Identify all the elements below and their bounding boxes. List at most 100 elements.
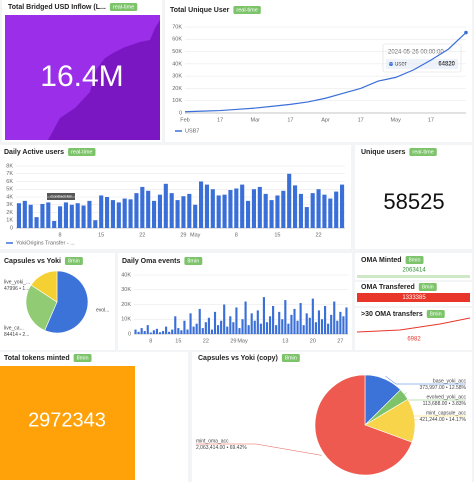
bar (28, 204, 33, 228)
badge-label: 8min (77, 355, 89, 361)
x-tick-label: 22 (203, 338, 209, 344)
bar (199, 181, 204, 228)
bar (40, 203, 45, 228)
y-tick-label: 50K (172, 49, 182, 55)
bar (302, 325, 305, 334)
stat-value: 6982 (407, 337, 421, 343)
bar (317, 310, 321, 334)
slice-label: live_ca... (4, 325, 24, 331)
x-tick-label: Mar (251, 117, 261, 123)
bar (75, 203, 80, 228)
bar (157, 194, 162, 228)
bar (193, 204, 198, 228)
bar (58, 206, 63, 228)
x-tick-label: 29 (180, 232, 186, 238)
bar (204, 184, 209, 228)
badge (426, 310, 445, 318)
slice-value-label: 47996 • 1... (4, 286, 29, 292)
stat-bar (357, 293, 470, 302)
bar (52, 221, 57, 228)
bar (158, 332, 162, 334)
panel-title: Daily Oma events (122, 258, 180, 265)
y-tick-label: 70K (172, 24, 182, 30)
bar (263, 193, 268, 228)
badge-label: 8min (187, 258, 199, 264)
badge (64, 257, 83, 265)
x-tick-label: Feb (180, 117, 189, 123)
x-tick-label: 13 (282, 338, 288, 344)
bar (201, 328, 204, 334)
x-tick-label: May (391, 117, 402, 123)
bar (290, 314, 293, 334)
stat-tile (0, 366, 135, 480)
bar (238, 328, 241, 334)
x-tick-label: 8 (235, 232, 238, 238)
bar (204, 322, 207, 334)
bar (235, 307, 238, 334)
panel-title: Total Unique User (170, 7, 230, 14)
slice-value-label: 373,997.00 • 12.58% (419, 385, 466, 391)
panel (355, 145, 472, 249)
bar (177, 328, 180, 334)
legend-label: YokiOrigins Transfer - ... (16, 240, 75, 246)
bar (246, 200, 251, 228)
slice-value-label: 2,063,414.00 • 69.42% (196, 445, 247, 451)
slice-label: mint_oma_acc (196, 438, 229, 444)
bar (336, 320, 339, 334)
y-tick-label: 0 (179, 110, 182, 116)
bar (137, 331, 140, 334)
badge (73, 354, 92, 362)
bar (281, 190, 286, 228)
bar (275, 195, 280, 228)
bar (272, 305, 275, 334)
badge (109, 3, 138, 11)
bar (105, 197, 110, 228)
badge-label: real-time (236, 7, 257, 13)
bar (269, 200, 274, 228)
y-tick-label: 20K (121, 302, 131, 308)
bar (293, 308, 296, 334)
y-tick-label: 60K (172, 37, 182, 43)
x-tick-label: May (190, 232, 201, 238)
bar (169, 193, 174, 228)
line (184, 32, 467, 113)
bar (186, 329, 189, 334)
bar (210, 329, 214, 334)
stat-value: 1333385 (402, 295, 426, 301)
bar (146, 190, 151, 228)
y-tick-label: 40K (121, 272, 131, 278)
pie-slice (44, 270, 89, 334)
bar (163, 183, 168, 228)
bar (240, 184, 245, 228)
y-tick-label: 5K (6, 187, 13, 193)
stat-value: 2063414 (402, 268, 426, 274)
bar (34, 217, 39, 228)
stat-value: 16.4M (40, 60, 123, 93)
x-tick-label: 15 (175, 338, 181, 344)
panel-title: Capsules vs Yoki (4, 258, 61, 265)
bar (228, 190, 233, 228)
leader-line (395, 415, 466, 421)
leader-line (196, 443, 322, 456)
x-tick-label: 17 (287, 117, 293, 123)
bar (256, 310, 259, 334)
badge-label: real-time (412, 149, 433, 155)
bar (247, 325, 250, 334)
bar (241, 319, 244, 334)
bar (128, 199, 133, 228)
bar (216, 195, 221, 228)
bar (287, 323, 290, 334)
bar (207, 317, 210, 334)
slice-label: base_yoki_acc (433, 378, 467, 384)
point (464, 30, 468, 35)
bar (152, 200, 157, 228)
slice-value-label: 84414 • 2... (4, 332, 29, 338)
x-tick-label: 17 (358, 117, 364, 123)
y-tick-label: 1K (6, 218, 13, 224)
bar (99, 195, 104, 228)
bar (226, 326, 229, 334)
bar (253, 320, 256, 334)
bar (287, 173, 292, 228)
bar (328, 198, 333, 228)
bar (265, 322, 269, 334)
